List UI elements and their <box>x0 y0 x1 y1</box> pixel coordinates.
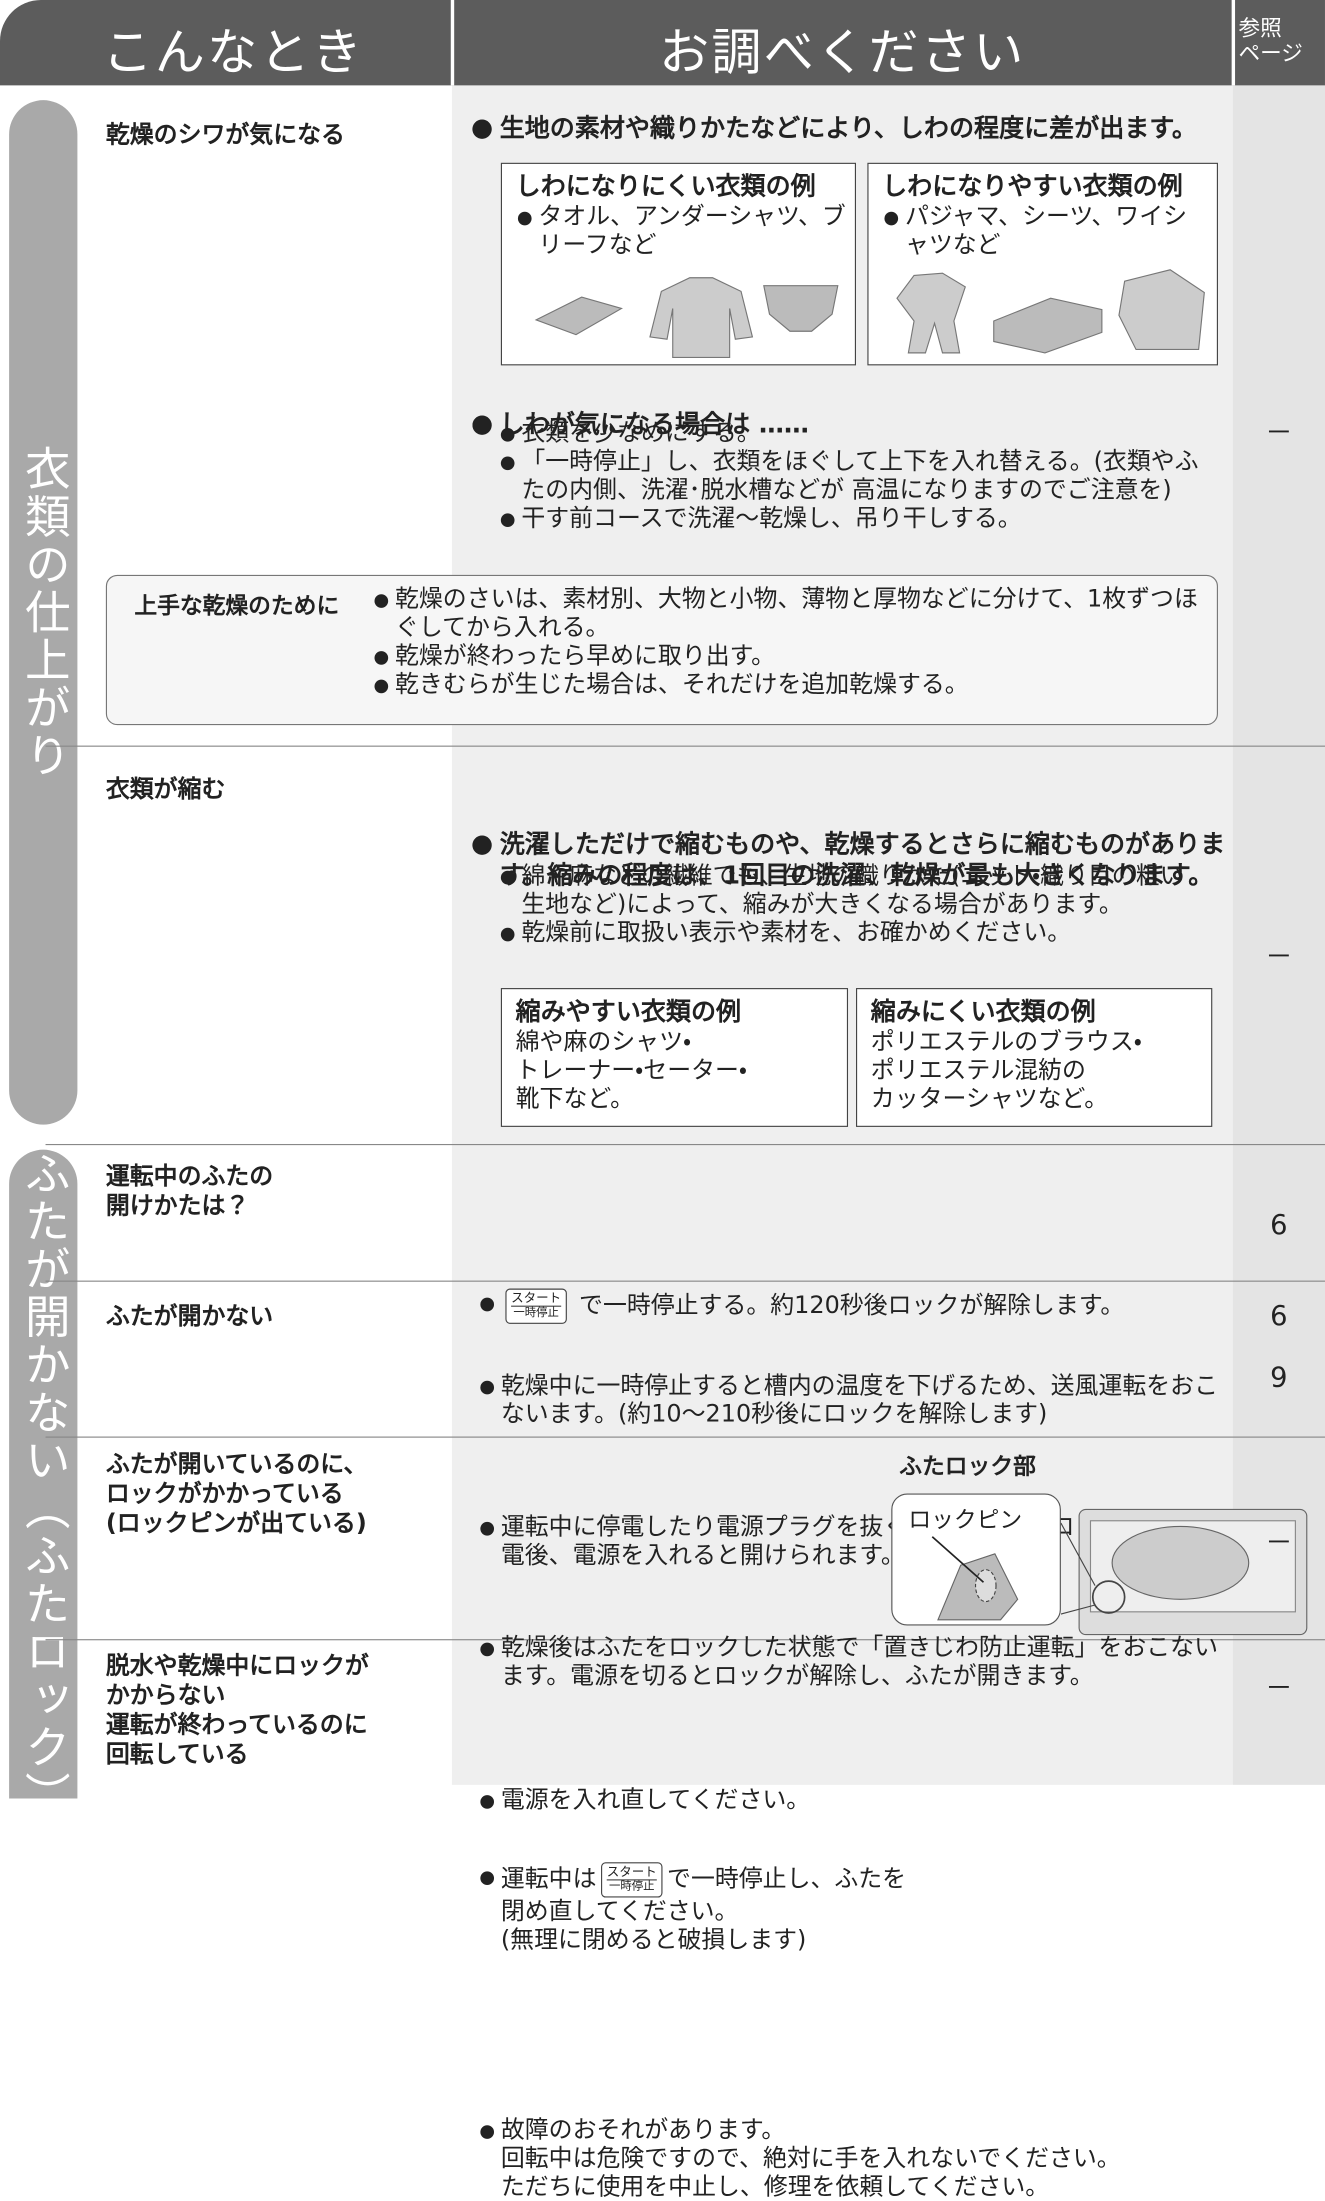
header-divider <box>1231 0 1236 86</box>
lead: 生地の素材や織りかたなどにより、しわの程度に差が出ます。 <box>472 114 1256 145</box>
condition: 脱水や乾燥中にロックが かからない 運転が終わっているのに 回転している <box>105 1651 369 1768</box>
example-box: 縮みにくい衣類の例 ポリエステルのブラウス・ ポリエステル混紡の カッターシャツ… <box>856 988 1213 1127</box>
illustration <box>896 269 1205 354</box>
item: 電源を入れ直してください。 <box>478 1786 1325 1814</box>
row-separator <box>45 745 1325 747</box>
box-text: タオル、アンダーシャツ、ブリーフなど <box>516 203 852 260</box>
condition: 衣類が縮む <box>105 775 226 803</box>
check-column <box>451 85 1233 1785</box>
button-label: スタート <box>606 1864 657 1880</box>
box-title: 縮みにくい衣類の例 <box>870 998 1096 1027</box>
ref-page: 9 <box>1270 1361 1288 1394</box>
item: 乾燥前に取扱い表示や素材を、お確かめください。 <box>499 919 1205 947</box>
section-label: ふたが開かない（ふたロック） <box>9 1149 78 1819</box>
item: 乾燥中に一時停止すると槽内の温度を下げるため、送風運転をおこないます。(約10～… <box>478 1372 1241 1429</box>
ref-page: － <box>1265 940 1293 973</box>
illustration <box>534 277 839 358</box>
condition: 乾燥のシワが気になる <box>105 120 345 148</box>
ref-page: 6 <box>1270 1208 1288 1241</box>
header-ref: 参照 ページ <box>1238 15 1303 67</box>
item-note: (無理に閉めると破損します) <box>500 1926 807 1954</box>
lead: しわが気になる場合は …… <box>472 410 1325 441</box>
item: 干す前コースで洗濯～乾燥し、吊り干しする。 <box>499 504 1205 532</box>
row-separator <box>45 1143 1325 1146</box>
box-title: しわになりにくい衣類の例 <box>515 173 816 202</box>
item: 故障のおそれがあります。 回転中は危険ですので、絶対に手を入れないでください。 … <box>478 2116 1241 2201</box>
illustration <box>931 1536 1019 1621</box>
tip-item: 乾燥のさいは、素材別、大物と小物、薄物と厚物などに分けて、1枚ずつほぐしてから入… <box>372 585 1209 642</box>
ref-column <box>1232 85 1325 1785</box>
row-separator <box>45 1280 1325 1282</box>
item: 綿や麻などの繊維でも、生地の織りかた(ニット・織り目の粗い生地など)によって、縮… <box>499 862 1205 919</box>
example-box: しわになりやすい衣類の例 パジャマ、シーツ、ワイシャツなど <box>867 162 1218 366</box>
header-condition: こんなとき <box>102 23 365 82</box>
start-button-icon: スタート 一時停止 <box>601 1862 663 1898</box>
washer-illustration <box>1060 1508 1308 1636</box>
tip-item: 乾きむらが生じた場合は、それだけを追加乾燥する。 <box>372 670 1209 698</box>
ref-page: 6 <box>1270 1299 1288 1332</box>
box-title: しわになりやすい衣類の例 <box>882 173 1183 202</box>
item-list: 衣類を少なめにする。 「一時停止」し、衣類をほぐして上下を入れ替える。(衣類やふ… <box>499 419 1205 533</box>
box-text: 綿や麻のシャツ・ トレーナー・セーター・ 靴下など。 <box>515 1027 748 1113</box>
condition: ふたが開かない <box>105 1302 274 1330</box>
lead: 洗濯しただけで縮むものや、乾燥するとさらに縮むものがあります。縮みの程度は、1回… <box>472 830 1234 891</box>
header-bar <box>0 0 1325 86</box>
item-list: 綿や麻などの繊維でも、生地の織りかた(ニット・織り目の粗い生地など)によって、縮… <box>499 862 1205 947</box>
button-label: 一時停止 <box>606 1879 657 1894</box>
tip-list: 乾燥のさいは、素材別、大物と小物、薄物と厚物などに分けて、1枚ずつほぐしてから入… <box>372 585 1209 699</box>
figure-label: ロックピン <box>908 1505 1023 1534</box>
row-separator <box>45 1436 1325 1438</box>
example-box: しわになりにくい衣類の例 タオル、アンダーシャツ、ブリーフなど <box>500 162 857 366</box>
box-title: 縮みやすい衣類の例 <box>515 998 742 1027</box>
row-separator <box>45 1639 1325 1641</box>
figure-zoom: ロックピン <box>891 1493 1061 1626</box>
item-text: 運転中は <box>500 1865 597 1893</box>
button-label: 一時停止 <box>511 1305 562 1321</box>
item: 「一時停止」し、衣類をほぐして上下を入れ替える。(衣類やふたの内側、洗濯･脱水槽… <box>499 447 1205 504</box>
tip-title: 上手な乾燥のために <box>134 591 340 620</box>
example-box: 縮みやすい衣類の例 綿や麻のシャツ・ トレーナー・セーター・ 靴下など。 <box>500 988 849 1127</box>
ref-page: － <box>1265 416 1293 449</box>
button-label: スタート <box>511 1290 562 1306</box>
section-label: 衣類の仕上がり <box>9 100 78 1125</box>
tip-box <box>105 574 1218 726</box>
figure-caption: ふたロック部 <box>899 1452 1036 1480</box>
tip-item: 乾燥が終わったら早めに取り出す。 <box>372 642 1209 670</box>
ref-page: － <box>1265 1672 1293 1705</box>
header-check: お調べください <box>659 23 1026 82</box>
item-text: で一時停止する。約120秒後ロックが解除します。 <box>579 1291 1125 1319</box>
item: スタート 一時停止 で一時停止する。約120秒後ロックが解除します。 <box>478 1288 1241 1324</box>
header-divider <box>450 0 455 86</box>
item: 運転中は スタート 一時停止 で一時停止し、ふたを閉め直してください。 (無理に閉める… <box>478 1862 911 1954</box>
box-text: パジャマ、シーツ、ワイシャツなど <box>882 203 1189 260</box>
start-button-icon: スタート 一時停止 <box>505 1288 567 1324</box>
item: 乾燥後はふたをロックした状態で「置きじわ防止運転」をおこないます。電源を切るとロ… <box>478 1633 1241 1690</box>
condition: 運転中のふたの 開けかたは？ <box>105 1162 274 1220</box>
item: 衣類を少なめにする。 <box>499 419 1205 447</box>
ref-page: － <box>1265 1526 1293 1559</box>
box-text: ポリエステルのブラウス・ ポリエステル混紡の カッターシャツなど。 <box>870 1027 1142 1113</box>
condition: ふたが開いているのに、 ロックがかかっている (ロックピンが出ている) <box>105 1450 368 1537</box>
